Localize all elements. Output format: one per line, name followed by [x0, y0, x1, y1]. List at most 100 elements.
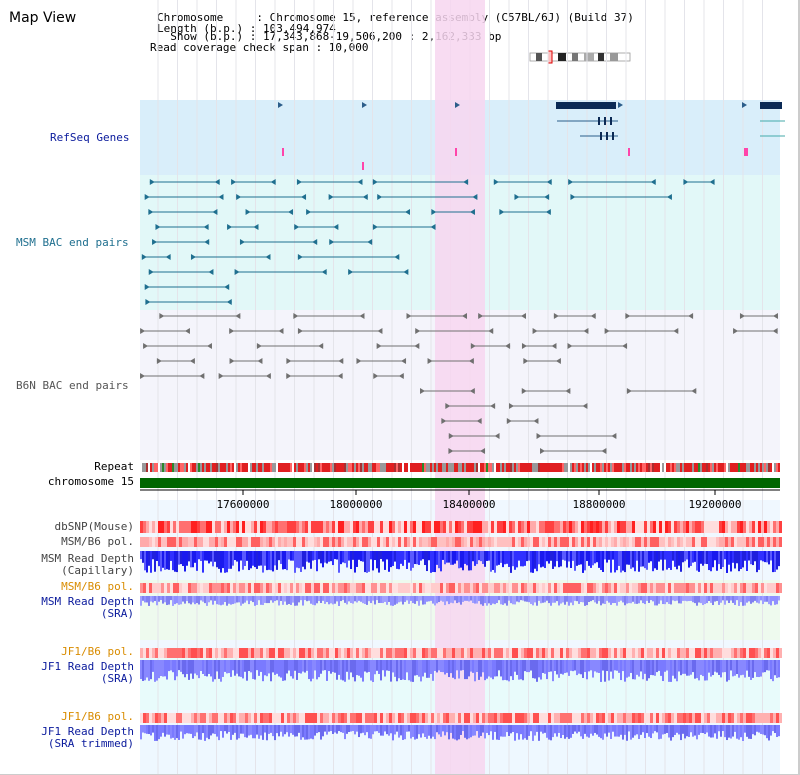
bac-end-pair: [348, 269, 409, 275]
bac-end-pair: [145, 299, 232, 305]
bac-end-pair: [356, 358, 407, 364]
track-label-jf1-depth-trimmed: JF1 Read Depth (SRA trimmed): [41, 725, 134, 750]
bac-end-pair: [239, 239, 318, 245]
chromosome-bar: [140, 478, 780, 488]
bac-end-pair: [570, 194, 672, 200]
bac-end-pair: [415, 328, 494, 334]
bac-end-pair: [229, 358, 263, 364]
bac-end-pair: [568, 179, 656, 185]
bac-end-pair: [231, 179, 276, 185]
bac-end-pair: [448, 448, 486, 454]
bac-end-pair: [144, 284, 230, 290]
bac-end-pair: [553, 313, 596, 319]
bac-end-pair: [493, 179, 552, 185]
axis-tick-label: 18400000: [442, 498, 496, 511]
bac-end-pair: [218, 373, 271, 379]
track-label-b6n-bac[interactable]: B6N BAC end pairs: [16, 379, 129, 392]
bac-end-pair: [148, 269, 214, 275]
bac-end-pair: [286, 373, 343, 379]
bac-end-pair: [152, 239, 210, 245]
track-label-jf1-b6-pol-2: JF1/B6 pol.: [61, 710, 134, 723]
page-title: Map View: [9, 10, 77, 26]
bac-end-pair: [229, 328, 284, 334]
bac-end-pair: [567, 343, 628, 349]
bac-end-pair: [683, 179, 715, 185]
axis-tick-label: 19200000: [688, 498, 742, 511]
track-label-msm-b6-pol: MSM/B6 pol.: [61, 535, 134, 548]
highlight-region: [435, 0, 485, 775]
bac-end-pair: [328, 194, 368, 200]
bac-end-pair: [521, 388, 571, 394]
bac-end-pair: [286, 358, 344, 364]
refseq-gene: [556, 102, 616, 109]
bac-end-pair: [190, 254, 271, 260]
bac-end-pair: [141, 254, 171, 260]
bac-end-pair: [294, 224, 339, 230]
bac-end-pair: [293, 313, 365, 319]
bac-end-pair: [372, 179, 469, 185]
bac-end-pair: [478, 313, 526, 319]
track-label-dbsnp: dbSNP(Mouse): [54, 520, 134, 533]
bac-end-pair: [626, 388, 697, 394]
length-info: Length (b.p.) : 103,494,974: [157, 22, 336, 35]
bac-end-pair: [140, 328, 190, 334]
axis-tick-label: 18000000: [329, 498, 383, 511]
bac-end-pair: [297, 254, 400, 260]
bac-end-pair: [508, 403, 588, 409]
bac-end-pair: [143, 343, 212, 349]
bac-end-pair: [373, 373, 404, 379]
bac-end-pair: [539, 448, 607, 454]
bac-end-pair: [149, 179, 220, 185]
track-label-chromosome: chromosome 15: [47, 475, 134, 488]
chromosome-ideogram-icon[interactable]: [528, 50, 634, 64]
bac-end-pair: [506, 418, 539, 424]
track-label-msm-depth-sra: MSM Read Depth (SRA): [41, 595, 134, 620]
bac-end-pair: [604, 328, 679, 334]
bac-end-pair: [532, 328, 589, 334]
coverage-span-info: Read coverage check span : 10,000: [150, 41, 369, 54]
bac-end-pair: [739, 313, 778, 319]
bac-end-pair: [733, 328, 778, 334]
bac-end-pair: [306, 209, 410, 215]
bac-end-pair: [227, 224, 259, 230]
bac-end-pair: [470, 343, 511, 349]
axis-tick-label: 17600000: [216, 498, 270, 511]
bac-end-pair: [499, 209, 551, 215]
bac-end-pair: [296, 179, 363, 185]
bac-end-pair: [329, 239, 373, 245]
axis-tick-label: 18800000: [572, 498, 626, 511]
track-label-jf1-depth-sra: JF1 Read Depth (SRA): [41, 660, 134, 685]
bac-end-pair: [156, 358, 195, 364]
bac-end-pair: [155, 224, 209, 230]
bac-end-pair: [159, 313, 241, 319]
bac-end-pair: [144, 194, 224, 200]
bac-end-pair: [406, 313, 467, 319]
track-label-jf1-b6-pol: JF1/B6 pol.: [61, 645, 134, 658]
bac-end-pair: [148, 209, 218, 215]
bac-end-pair: [377, 194, 478, 200]
bac-end-pair: [427, 358, 474, 364]
bac-end-pair: [625, 313, 694, 319]
bac-end-pair: [297, 328, 383, 334]
track-label-msm-depth-capillary: MSM Read Depth (Capillary): [41, 552, 134, 577]
track-label-repeat: Repeat: [94, 460, 134, 473]
bac-end-pair: [236, 194, 307, 200]
bac-end-pair: [140, 373, 205, 379]
bac-end-pair: [536, 433, 617, 439]
track-label-msm-bac[interactable]: MSM BAC end pairs: [16, 236, 129, 249]
bac-end-pair: [441, 418, 482, 424]
bac-end-pair: [445, 403, 496, 409]
refseq-gene: [760, 102, 782, 109]
bac-end-pair: [448, 433, 500, 439]
track-label-msm-b6-pol-2: MSM/B6 pol.: [61, 580, 134, 593]
bac-end-pair: [234, 269, 327, 275]
track-label-refseq[interactable]: RefSeq Genes: [50, 131, 130, 144]
bac-end-pair: [420, 388, 475, 394]
bac-end-pair: [372, 224, 436, 230]
bac-end-pair: [245, 209, 294, 215]
bac-end-pair: [431, 209, 475, 215]
bac-end-pair: [256, 343, 324, 349]
bac-end-pair: [376, 343, 420, 349]
bac-end-pair: [521, 343, 557, 349]
